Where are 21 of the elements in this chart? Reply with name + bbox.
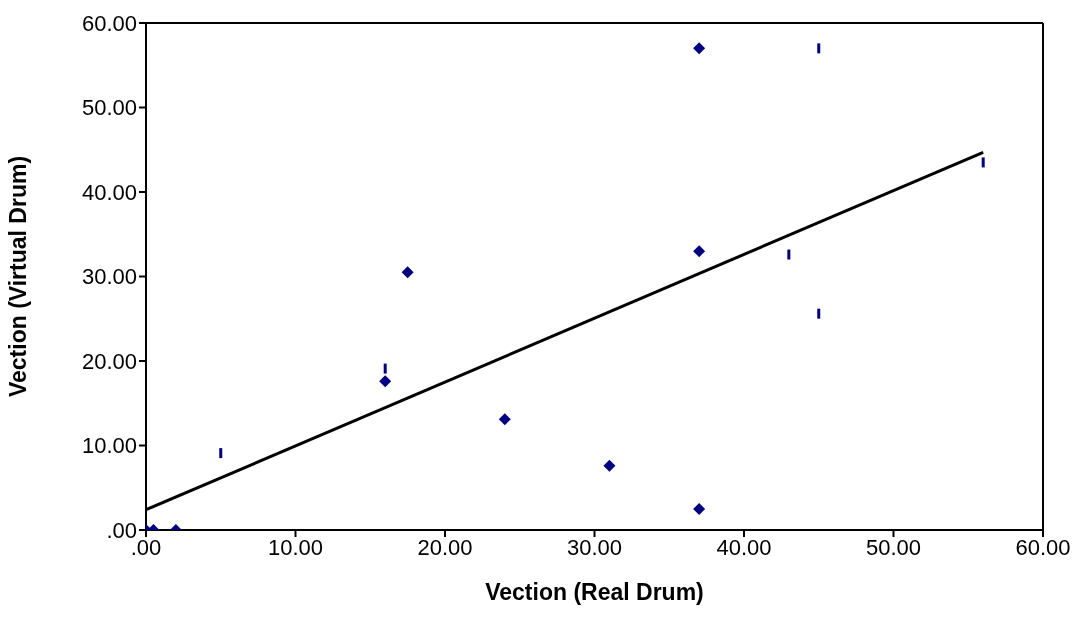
y-tick-label: 20.00: [81, 348, 137, 374]
y-tick-label: 50.00: [81, 95, 137, 121]
point: [693, 502, 706, 515]
point: [498, 413, 511, 426]
x-axis-title: Vection (Real Drum): [485, 579, 704, 605]
x-tick-label: 40.00: [716, 534, 772, 560]
point: [693, 245, 706, 258]
x-tick-label: 60.00: [1015, 534, 1071, 560]
y-tick-label: 40.00: [81, 179, 137, 205]
point: [693, 42, 706, 55]
point: [401, 266, 414, 279]
x-tick-label: 10.00: [267, 534, 324, 560]
y-tick-label: 60.00: [81, 10, 137, 36]
x-tick-label: 50.00: [865, 534, 922, 560]
point: [603, 459, 616, 472]
y-axis-title: Vection (Virtual Drum): [5, 155, 32, 398]
x-tick-label: 20.00: [417, 534, 473, 560]
x-tick-label: 30.00: [566, 534, 623, 560]
y-tick-label: 30.00: [81, 264, 137, 290]
point: [379, 375, 392, 388]
y-tick-label: 10.00: [81, 433, 137, 459]
